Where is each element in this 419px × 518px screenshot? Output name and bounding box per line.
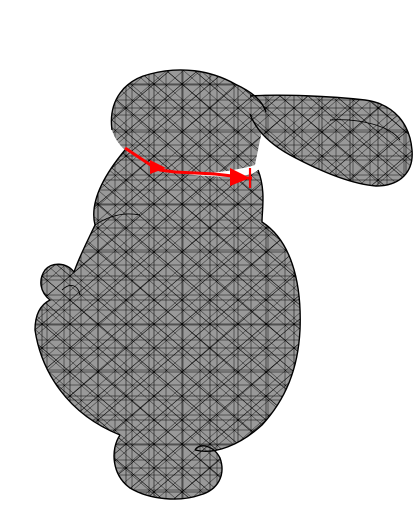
mesh-silhouette — [34, 69, 413, 500]
highlight-marker-right — [230, 168, 250, 186]
highlight-marker-left — [150, 160, 166, 174]
highlight-path — [124, 146, 252, 188]
